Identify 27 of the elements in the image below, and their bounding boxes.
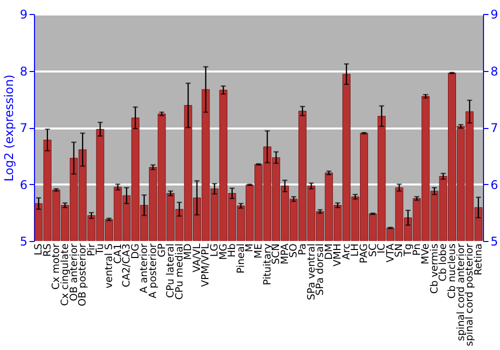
x-tick-label: A posterior (148, 242, 159, 298)
x-tick-label: Pa (297, 244, 308, 256)
y-tick-label: 7 (20, 121, 28, 135)
x-tick-label: OB posterior (78, 242, 89, 306)
x-tick-label: Pituitary (262, 243, 274, 286)
x-tick-label: MVe (420, 244, 432, 264)
y2-tick-label: 7 (490, 121, 498, 135)
y2-tick-label: 8 (490, 64, 498, 78)
y2-tick-label: 9 (490, 8, 498, 22)
x-tick-label: GP (156, 244, 168, 258)
x-tick-label: RS (42, 244, 54, 257)
x-tick-label: Retina (473, 244, 484, 276)
x-tick-label: spinal cord posterior (464, 242, 476, 346)
y-axis-title: Log2 (expression) (2, 74, 16, 182)
x-tick-label: Hb (227, 244, 238, 258)
y2-tick-label: 5 (490, 234, 498, 248)
y2-tick-label: 6 (490, 178, 498, 192)
x-tick-label: Tg (403, 244, 414, 257)
y-tick-label: 5 (20, 234, 28, 248)
x-tick-label: Cb lobe (438, 244, 450, 282)
y-tick-label: 8 (20, 64, 28, 78)
x-tick-label: ventral S (104, 244, 115, 288)
x-tick-label: Cb nucleus (446, 244, 458, 299)
x-tick-label: DG (130, 244, 142, 259)
y-tick-label: 6 (20, 178, 28, 192)
x-tick-label: ME (254, 244, 264, 258)
y-tick-label: 9 (20, 8, 28, 22)
